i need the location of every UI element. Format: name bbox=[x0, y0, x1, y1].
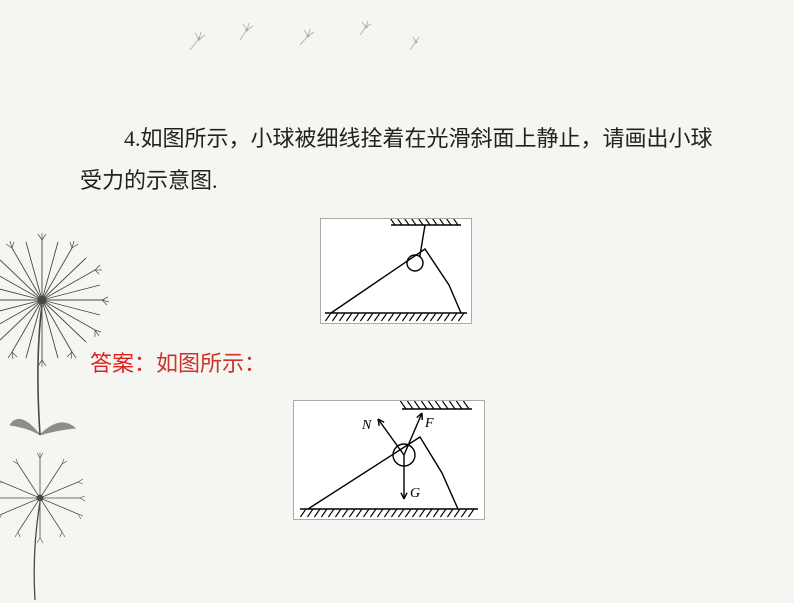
seed-scatter bbox=[170, 10, 450, 95]
figure-problem bbox=[320, 218, 472, 324]
answer-line: 答案：如图所示： bbox=[90, 346, 266, 378]
figure-answer: F N G bbox=[293, 400, 485, 520]
svg-text:N: N bbox=[361, 418, 372, 433]
dandelion-small bbox=[0, 440, 120, 603]
dandelion-large bbox=[0, 210, 150, 440]
svg-text:G: G bbox=[410, 486, 420, 501]
answer-text: 如图所示： bbox=[156, 351, 266, 376]
answer-lead: 答案： bbox=[90, 351, 156, 376]
question-text: 4.如图所示，小球被细线拴着在光滑斜面上静止，请画出小球受力的示意图. bbox=[80, 118, 734, 202]
question-body: 如图所示，小球被细线拴着在光滑斜面上静止，请画出小球受力的示意图. bbox=[80, 126, 713, 193]
svg-text:F: F bbox=[424, 416, 434, 431]
question-number: 4. bbox=[124, 126, 141, 151]
